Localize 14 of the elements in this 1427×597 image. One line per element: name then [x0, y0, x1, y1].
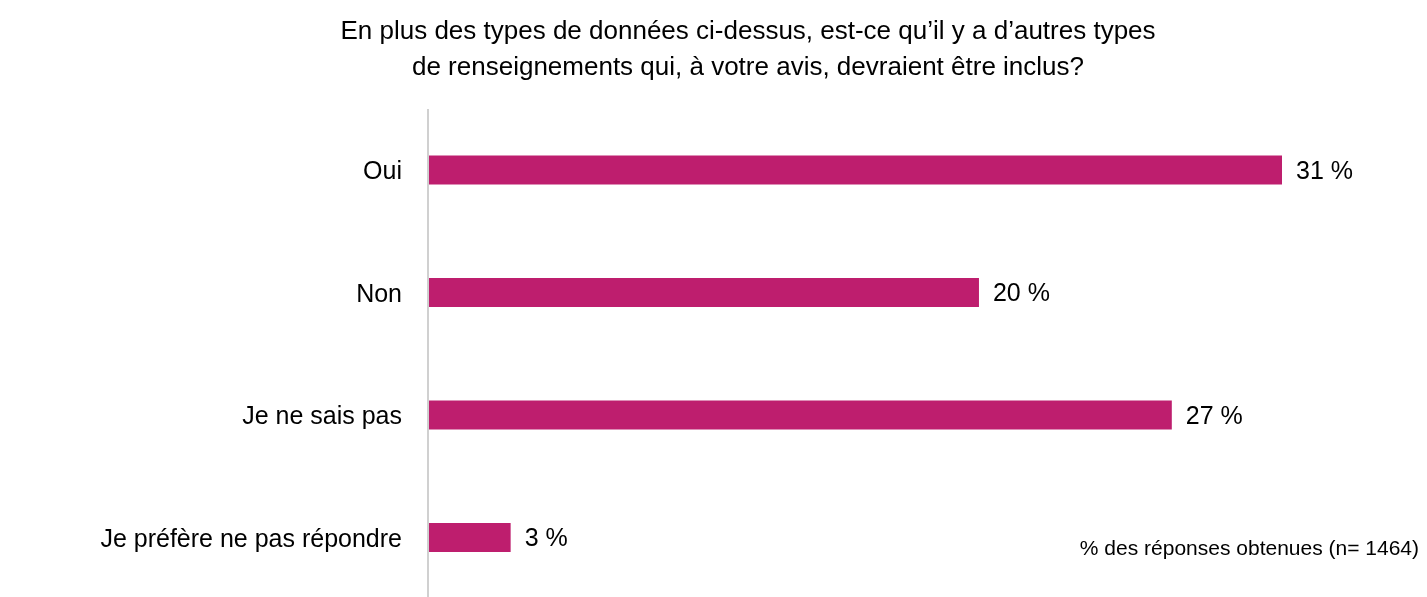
annotation: % des réponses obtenues (n= 1464): [1079, 536, 1419, 560]
bar: [428, 523, 511, 553]
bar: [428, 278, 979, 308]
data-label: 31 %: [1296, 155, 1353, 184]
y-tick-label: Oui: [363, 156, 402, 185]
bar: [428, 400, 1172, 430]
bar: [428, 155, 1282, 185]
data-label: 3 %: [524, 523, 568, 552]
y-tick-label: Non: [356, 278, 402, 307]
y-tick-label: Je préfère ne pas répondre: [100, 523, 402, 552]
data-label: 20 %: [992, 278, 1050, 307]
y-tick-label: Je ne sais pas: [242, 401, 402, 430]
chart-title: En plus des types de données ci-dessus, est-ce qu’il y a d’autres types de renseignements qui, à votre avis, devraient être inclus?: [339, 14, 1157, 83]
data-label: 27 %: [1185, 400, 1243, 429]
